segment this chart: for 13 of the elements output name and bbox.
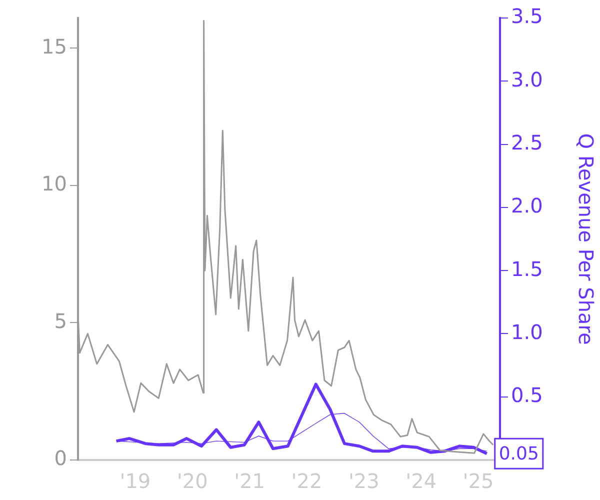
annotation: 0.05 [498, 443, 539, 464]
y-tick-label: 5 [54, 308, 67, 333]
y-tick-label: 10 [42, 172, 67, 196]
y-tick-label: 15 [42, 34, 67, 58]
y2-tick-label: 2.5 [511, 130, 543, 154]
y-tick-label: 0 [54, 446, 67, 470]
y2-tick-label: 0.5 [511, 383, 543, 408]
y2-tick-label: 3.5 [511, 4, 543, 28]
y2-tick-label: 2.0 [511, 194, 543, 218]
y2-axis-title: Q Revenue Per Share [574, 133, 598, 345]
y2-tick-label: 3.0 [511, 67, 543, 92]
y2-tick-label: 1.5 [511, 256, 543, 281]
y2-tick-label: 1.0 [511, 320, 543, 344]
